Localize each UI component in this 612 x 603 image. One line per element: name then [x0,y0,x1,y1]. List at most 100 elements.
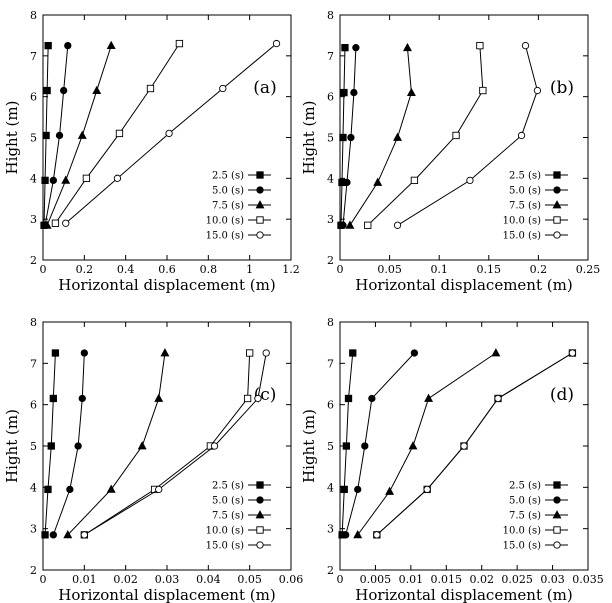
y-tick-label: 5 [327,132,334,145]
data-point [66,485,74,494]
data-point [92,85,102,94]
legend-entry-label: 7.5 (s) [212,511,244,522]
legend-entry-label: 7.5 (s) [509,511,541,522]
data-point [340,88,348,97]
data-point [352,44,360,52]
data-point [43,86,51,95]
data-point [424,393,434,402]
legend-entry-label: 5.0 (s) [509,496,541,507]
series-line [376,352,573,536]
legend-marker [256,541,264,549]
x-tick-label: 0.05 [237,573,262,586]
data-point [460,442,468,450]
data-point [42,131,50,140]
data-point [243,394,252,403]
y-tick-label: 3 [30,213,37,226]
y-axis-label: Hight (m) [3,101,21,175]
data-point [160,348,170,357]
x-axis-label: Horizontal displacement (m) [58,586,275,603]
data-point [345,220,355,229]
x-tick-label: 0.005 [360,573,392,586]
x-tick-label: 0 [40,263,47,276]
legend-marker [256,216,264,224]
legend-entry-label: 10.0 (s) [206,216,244,227]
data-point [175,39,184,48]
data-point [51,219,60,227]
data-point [80,349,88,357]
data-point [77,130,87,139]
series-line [84,352,251,536]
data-point [60,86,68,95]
x-tick-label: 0.6 [158,263,176,276]
y-axis-label: Hight (m) [300,409,318,483]
data-point [64,41,72,50]
y-tick-label: 7 [327,50,334,63]
y-tick-label: 2 [327,564,334,577]
legend: 2.5 (s) 5.0 (s) 7.5 (s) 10.0 (s) 15.0 (s) [503,171,568,242]
x-tick-label: 0.2 [530,263,548,276]
series-line [67,352,166,536]
y-tick-label: 2 [327,254,334,267]
legend-marker [553,216,561,224]
data-point [491,348,501,357]
y-tick-label: 6 [327,91,334,104]
data-point [47,442,55,450]
x-axis-label: Horizontal displacement (m) [355,586,572,603]
data-point [106,40,116,50]
x-tick-label: 0 [337,573,344,586]
data-point [353,530,363,539]
series-line [357,352,497,536]
series-5 [80,349,270,539]
legend-entry-label: 7.5 (s) [509,201,541,212]
data-point [342,531,350,539]
x-tick-label: 0.06 [279,573,304,586]
data-point [146,84,155,93]
series-2 [49,349,88,539]
y-axis-label: Hight (m) [300,101,318,175]
series-3 [353,348,501,539]
y-tick-label: 3 [327,213,334,226]
legend: 2.5 (s) 5.0 (s) 7.5 (s) 10.0 (s) 15.0 (s) [206,171,271,242]
data-point [408,441,418,450]
data-point [452,131,460,140]
data-point [49,176,57,185]
y-tick-label: 3 [327,523,334,536]
x-tick-label: 0.04 [196,573,221,586]
y-tick-label: 7 [327,357,334,370]
data-point [341,44,349,52]
y-tick-label: 4 [30,172,37,185]
legend-marker [553,481,561,489]
series-1 [338,349,357,539]
x-tick-label: 0.015 [431,573,463,586]
y-tick-label: 6 [327,399,334,412]
data-point [423,485,431,494]
data-point [254,394,262,403]
data-point [568,349,577,357]
chart-panel-1: 0 0.2 0.4 0.6 0.8 1 1.2 2 3 4 5 6 7 8 Horizontal displ… [3,9,300,294]
data-point [165,129,173,138]
data-point [80,531,88,539]
legend-marker [256,171,264,179]
data-point [517,131,526,140]
data-point [393,221,402,229]
data-point [342,442,351,450]
series-3 [345,42,416,229]
x-tick-label: 0.035 [572,573,604,586]
series-line [367,45,484,226]
legend-entry-label: 5.0 (s) [212,186,244,197]
data-point [373,177,383,186]
data-point [466,176,474,185]
series-1 [337,44,349,229]
data-point [49,531,57,539]
y-tick-label: 4 [30,481,37,494]
y-tick-label: 8 [30,9,37,22]
x-tick-label: 0.15 [477,263,502,276]
x-tick-label: 0.01 [399,573,424,586]
data-point [364,221,372,229]
data-point [74,442,82,450]
data-point [61,175,71,184]
data-point [368,394,376,403]
series-5 [393,41,542,229]
legend-entry-label: 10.0 (s) [503,216,541,227]
y-tick-label: 6 [30,399,37,412]
